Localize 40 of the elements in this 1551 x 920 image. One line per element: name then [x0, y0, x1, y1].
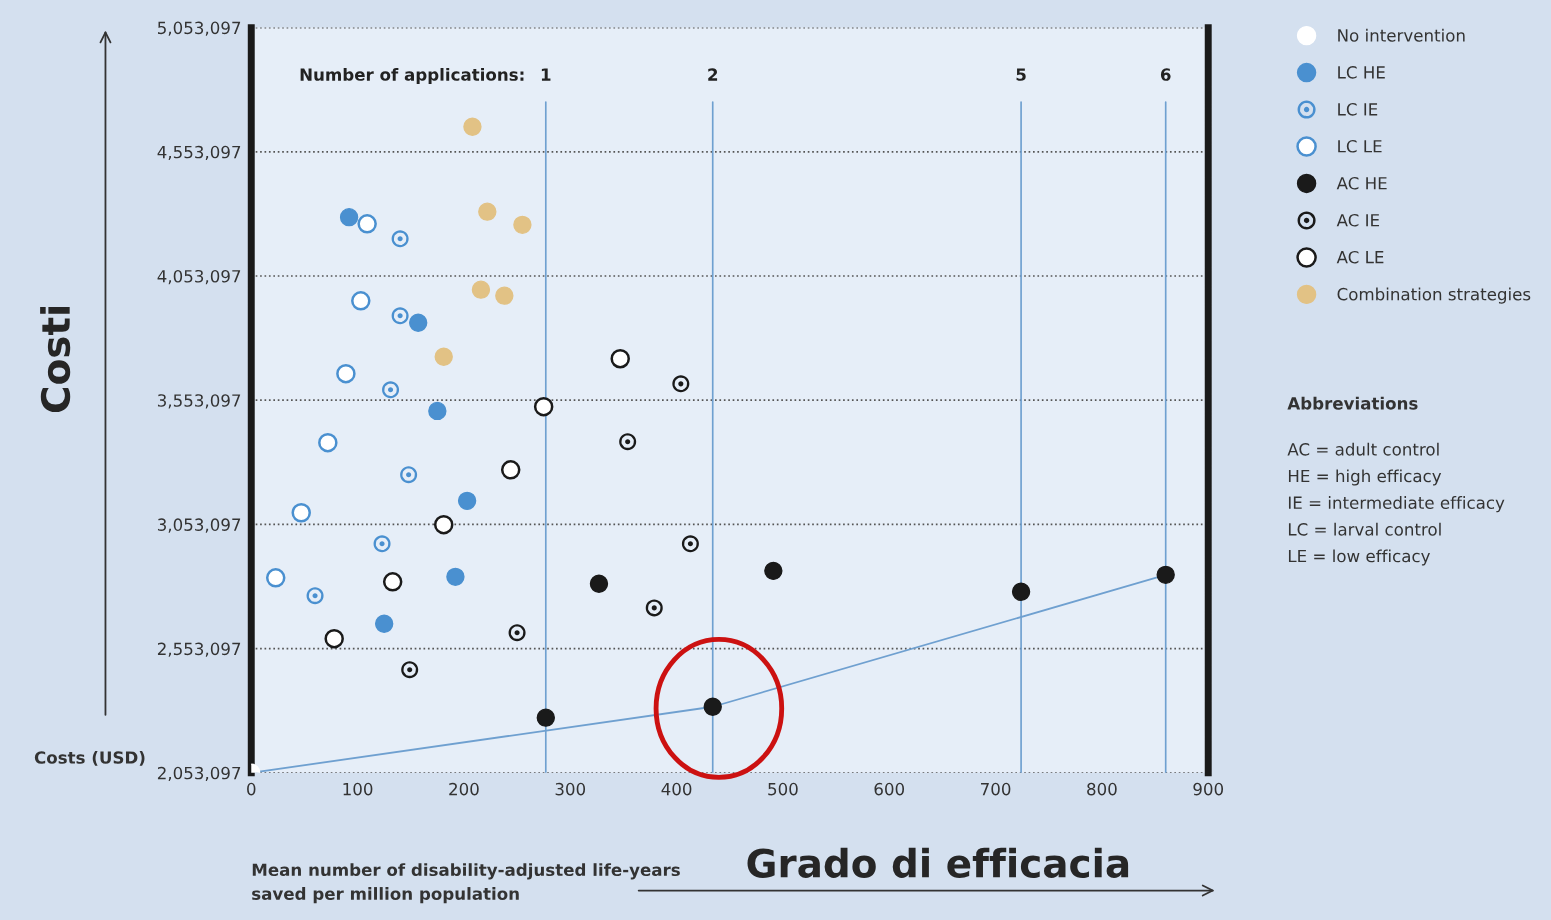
- annotation: 2: [708, 68, 718, 81]
- x-tick-label: 900: [1193, 782, 1224, 796]
- legend-label: AC HE: [1336, 176, 1387, 190]
- y-tick-label: 4,553,097: [157, 145, 241, 161]
- text: LC = larval control: [1288, 522, 1441, 536]
- x-tick-label: 400: [661, 782, 692, 796]
- text: HE = high efficacy: [1288, 469, 1442, 486]
- text: Abbreviations: [1287, 396, 1418, 410]
- y-axis-title: Costs (USD): [34, 750, 145, 766]
- text: AC = adult control: [1287, 442, 1439, 456]
- x-tick-label: 600: [874, 782, 905, 796]
- x-tick-label: 500: [768, 782, 798, 796]
- x-tick-label: 200: [449, 782, 479, 796]
- legend-label: Combination strategies: [1337, 287, 1531, 304]
- y-tick-label: 3,053,097: [157, 518, 241, 533]
- annotation: Number of applications:: [300, 67, 524, 85]
- legend-label: AC IE: [1336, 213, 1380, 227]
- legend-label: LC HE: [1338, 66, 1385, 79]
- annotation: 6: [1160, 68, 1171, 81]
- x-tick-label: 800: [1087, 782, 1117, 796]
- text: Grado di efficacia: [747, 847, 1129, 878]
- y-tick-label: 2,553,097: [157, 642, 241, 657]
- text: LE = low efficacy: [1288, 549, 1430, 566]
- text: IE = intermediate efficacy: [1288, 496, 1505, 513]
- x-tick-label: 100: [343, 782, 373, 796]
- text: Costi: [40, 306, 71, 413]
- y-tick-label: 5,053,097: [158, 21, 241, 36]
- x-axis-title: Mean number of disability-adjusted life-years saved per million population: [252, 863, 680, 904]
- x-tick-label: 0: [247, 782, 256, 796]
- annotation: 1: [541, 68, 551, 81]
- legend-label: No intervention: [1338, 28, 1465, 42]
- legend-label: AC LE: [1336, 250, 1384, 264]
- legend-label: LC IE: [1338, 103, 1378, 116]
- x-tick-label: 700: [981, 782, 1011, 796]
- y-tick-label: 4,053,097: [157, 269, 241, 285]
- y-tick-label: 2,053,097: [157, 766, 241, 782]
- annotation: 5: [1016, 68, 1026, 81]
- x-tick-label: 300: [555, 782, 586, 796]
- y-tick-label: 3,553,097: [157, 394, 241, 409]
- legend-label: LC LE: [1338, 139, 1382, 153]
